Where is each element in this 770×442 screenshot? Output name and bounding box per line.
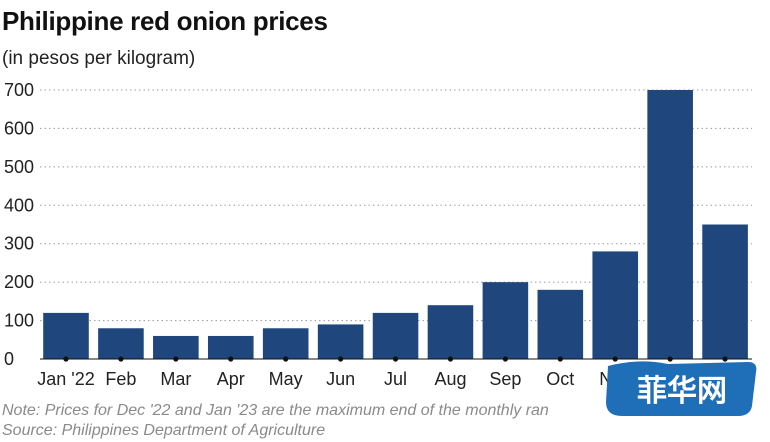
y-tick-label: 100 — [4, 311, 34, 331]
x-tick-mark — [722, 356, 728, 362]
y-tick-label: 600 — [4, 118, 34, 138]
y-tick-label: 400 — [4, 195, 34, 215]
bar — [482, 282, 529, 359]
bar — [592, 251, 639, 359]
x-tick-label: Oct — [546, 369, 574, 389]
x-tick-mark — [228, 356, 234, 362]
x-tick-label: Aug — [434, 369, 466, 389]
bar — [372, 312, 419, 359]
x-tick-mark — [338, 356, 344, 362]
x-tick-label: Sep — [489, 369, 521, 389]
chart-subtitle: (in pesos per kilogram) — [2, 48, 196, 69]
chart-source: Source: Philippines Department of Agricu… — [2, 422, 326, 439]
gridlines — [40, 89, 752, 322]
bar — [537, 289, 584, 359]
x-tick-mark — [173, 356, 179, 362]
x-tick-mark — [283, 356, 289, 362]
bar-chart: 0 100 200 300 400 500 600 700 Jan '22 Feb Mar Apr M… — [4, 80, 754, 389]
bar — [98, 328, 144, 359]
bar — [262, 328, 309, 359]
x-tick-mark — [557, 356, 563, 362]
chart-note: Note: Prices for Dec '22 and Jan '23 are… — [2, 402, 549, 419]
x-tick-label: Jul — [384, 369, 407, 389]
y-tick-label: 500 — [4, 157, 34, 177]
bar — [153, 335, 199, 359]
x-tick-mark — [118, 356, 124, 362]
chart-title: Philippine red onion prices — [2, 6, 328, 36]
x-tick-label: Jan '22 — [37, 369, 94, 389]
y-tick-label: 200 — [4, 272, 34, 292]
x-tick-label: Feb — [105, 369, 136, 389]
y-tick-label: 300 — [4, 234, 34, 254]
y-tick-label: 700 — [4, 80, 34, 100]
bar — [647, 90, 693, 359]
watermark-text: 菲华网 — [637, 374, 727, 409]
y-tick-label: 0 — [4, 349, 14, 369]
x-tick-mark — [63, 356, 69, 362]
x-tick-mark — [667, 356, 673, 362]
bar — [702, 224, 748, 359]
x-tick-label: Jun — [326, 369, 355, 389]
bar — [207, 335, 254, 359]
x-tick-mark — [392, 356, 399, 362]
x-tick-mark — [447, 356, 454, 362]
x-tick-label: Mar — [160, 369, 191, 389]
x-tick-label: May — [269, 369, 303, 389]
x-tick-mark — [502, 356, 508, 362]
bars — [43, 90, 748, 359]
x-tick-label: Apr — [217, 369, 245, 389]
bar — [43, 312, 89, 359]
bar — [317, 324, 364, 359]
y-axis-ticks: 0 100 200 300 400 500 600 700 — [4, 80, 34, 369]
x-tick-mark — [612, 356, 618, 362]
watermark-logo: 菲华网 — [606, 361, 757, 416]
bar — [427, 305, 474, 359]
